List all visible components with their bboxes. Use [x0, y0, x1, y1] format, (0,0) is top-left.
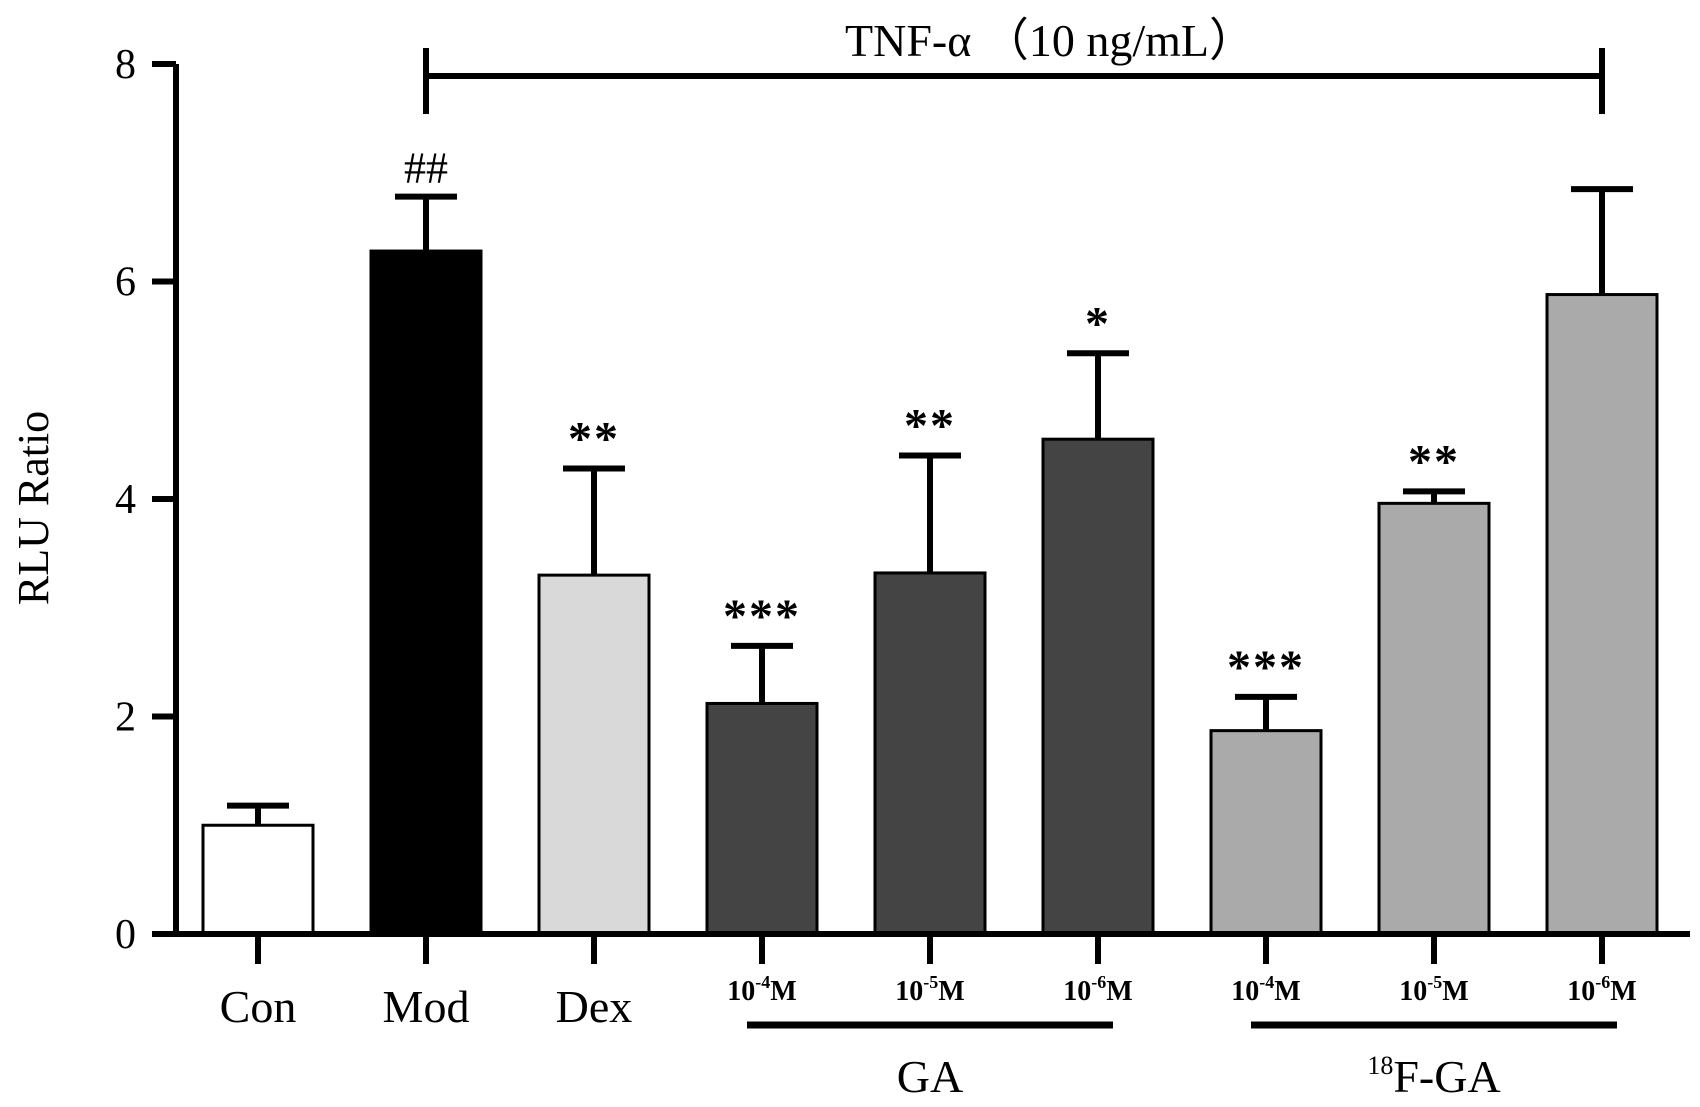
- significance-label: ***: [723, 590, 801, 643]
- bar: [705, 701, 819, 936]
- bar: [537, 573, 651, 936]
- x-tick-label: 10-5M: [1399, 972, 1468, 1007]
- bar: [1209, 729, 1323, 936]
- bar: [369, 249, 483, 936]
- x-tick-label: Mod: [383, 981, 470, 1032]
- x-tick-label: 10-6M: [1567, 972, 1636, 1007]
- bar: [873, 571, 987, 936]
- x-tick-label: 10-4M: [727, 972, 796, 1007]
- y-axis-label: RLU Ratio: [9, 411, 58, 605]
- bar: [1545, 293, 1659, 936]
- y-tick-label: 6: [115, 260, 136, 306]
- y-tick-label: 0: [115, 912, 136, 958]
- significance-label: **: [904, 400, 956, 453]
- y-tick-label: 4: [115, 477, 136, 523]
- bar: [201, 823, 315, 936]
- bar: [1041, 437, 1155, 936]
- significance-label: **: [568, 413, 620, 466]
- bar: [1377, 501, 1491, 936]
- x-tick-label: Con: [220, 981, 297, 1032]
- x-tick-label: Dex: [556, 981, 633, 1032]
- significance-label: ***: [1227, 641, 1305, 694]
- group-label: GA: [897, 1051, 963, 1102]
- x-tick-label: 10-5M: [895, 972, 964, 1007]
- treatment-title: TNF-α （10 ng/mL）: [845, 15, 1255, 66]
- x-tick-label: 10-4M: [1231, 972, 1300, 1007]
- x-tick-label: 10-6M: [1063, 972, 1132, 1007]
- significance-label: *: [1085, 297, 1111, 350]
- y-tick-label: 2: [115, 695, 136, 741]
- significance-label: ##: [404, 144, 448, 193]
- significance-label: **: [1408, 435, 1460, 488]
- y-tick-label: 8: [115, 42, 136, 88]
- group-label: 18F-GA: [1367, 1051, 1500, 1102]
